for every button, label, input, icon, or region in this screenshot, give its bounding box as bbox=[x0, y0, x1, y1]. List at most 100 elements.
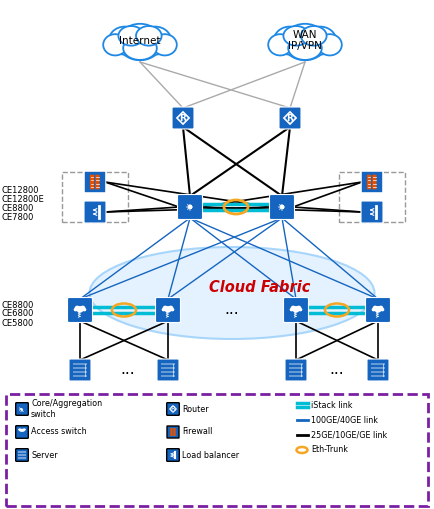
Ellipse shape bbox=[171, 308, 174, 312]
Ellipse shape bbox=[165, 308, 171, 313]
Text: CE6800: CE6800 bbox=[2, 309, 34, 319]
Ellipse shape bbox=[304, 26, 336, 54]
Ellipse shape bbox=[74, 308, 78, 312]
Text: Load balancer: Load balancer bbox=[182, 450, 239, 460]
FancyBboxPatch shape bbox=[289, 363, 303, 365]
Ellipse shape bbox=[372, 308, 375, 312]
Ellipse shape bbox=[103, 34, 127, 55]
FancyBboxPatch shape bbox=[167, 403, 179, 415]
Ellipse shape bbox=[268, 34, 292, 55]
FancyBboxPatch shape bbox=[157, 359, 179, 381]
FancyBboxPatch shape bbox=[18, 454, 26, 456]
FancyBboxPatch shape bbox=[68, 297, 92, 323]
Ellipse shape bbox=[168, 305, 173, 310]
Ellipse shape bbox=[288, 37, 322, 60]
Ellipse shape bbox=[163, 305, 168, 310]
Ellipse shape bbox=[274, 26, 306, 54]
FancyBboxPatch shape bbox=[270, 194, 295, 219]
Ellipse shape bbox=[75, 305, 80, 310]
FancyBboxPatch shape bbox=[95, 175, 99, 189]
FancyBboxPatch shape bbox=[161, 363, 175, 365]
FancyBboxPatch shape bbox=[279, 107, 301, 129]
Ellipse shape bbox=[291, 305, 296, 310]
FancyBboxPatch shape bbox=[371, 363, 385, 365]
FancyBboxPatch shape bbox=[73, 366, 87, 370]
Ellipse shape bbox=[378, 305, 383, 310]
FancyBboxPatch shape bbox=[367, 359, 389, 381]
FancyBboxPatch shape bbox=[371, 375, 385, 377]
Text: CE8800: CE8800 bbox=[2, 300, 34, 309]
FancyBboxPatch shape bbox=[173, 428, 176, 436]
Ellipse shape bbox=[293, 308, 299, 313]
Ellipse shape bbox=[289, 308, 294, 312]
Ellipse shape bbox=[296, 305, 301, 310]
Ellipse shape bbox=[109, 26, 141, 54]
FancyBboxPatch shape bbox=[172, 107, 194, 129]
FancyBboxPatch shape bbox=[16, 449, 28, 461]
FancyBboxPatch shape bbox=[18, 451, 26, 453]
Text: Router: Router bbox=[182, 405, 209, 413]
FancyBboxPatch shape bbox=[161, 366, 175, 370]
Ellipse shape bbox=[123, 37, 157, 60]
Text: CE12800E: CE12800E bbox=[2, 194, 45, 204]
Ellipse shape bbox=[153, 34, 177, 55]
Ellipse shape bbox=[23, 429, 26, 431]
FancyBboxPatch shape bbox=[170, 428, 173, 436]
Ellipse shape bbox=[89, 247, 375, 339]
Ellipse shape bbox=[375, 308, 381, 313]
FancyBboxPatch shape bbox=[371, 366, 385, 370]
Ellipse shape bbox=[164, 306, 172, 312]
Text: WAN
IP/VPN: WAN IP/VPN bbox=[288, 30, 322, 51]
Text: Server: Server bbox=[31, 450, 58, 460]
FancyBboxPatch shape bbox=[289, 371, 303, 373]
Text: R: R bbox=[180, 114, 187, 123]
Ellipse shape bbox=[80, 305, 85, 310]
Text: CE8800: CE8800 bbox=[2, 204, 34, 212]
Ellipse shape bbox=[318, 34, 342, 55]
FancyBboxPatch shape bbox=[18, 457, 26, 459]
Ellipse shape bbox=[380, 308, 385, 312]
FancyBboxPatch shape bbox=[84, 171, 106, 193]
FancyBboxPatch shape bbox=[361, 171, 383, 193]
Ellipse shape bbox=[118, 24, 162, 60]
FancyBboxPatch shape bbox=[367, 175, 371, 189]
Ellipse shape bbox=[283, 24, 327, 60]
Text: Firewall: Firewall bbox=[182, 428, 212, 437]
Text: CE7800: CE7800 bbox=[2, 212, 34, 221]
FancyBboxPatch shape bbox=[361, 201, 383, 223]
Ellipse shape bbox=[18, 429, 21, 431]
Ellipse shape bbox=[82, 308, 86, 312]
Text: iStack link: iStack link bbox=[311, 401, 352, 410]
FancyBboxPatch shape bbox=[155, 297, 181, 323]
Text: R: R bbox=[171, 406, 175, 412]
Ellipse shape bbox=[161, 308, 166, 312]
FancyBboxPatch shape bbox=[73, 363, 87, 365]
Ellipse shape bbox=[139, 26, 171, 54]
Text: 25GE/10GE/GE link: 25GE/10GE/GE link bbox=[311, 431, 387, 439]
FancyBboxPatch shape bbox=[161, 375, 175, 377]
Ellipse shape bbox=[19, 429, 25, 432]
FancyBboxPatch shape bbox=[178, 194, 203, 219]
Text: CE12800: CE12800 bbox=[2, 185, 39, 194]
Text: Access switch: Access switch bbox=[31, 428, 87, 437]
FancyBboxPatch shape bbox=[167, 426, 179, 438]
Text: Cloud Fabric: Cloud Fabric bbox=[209, 280, 311, 296]
Ellipse shape bbox=[76, 306, 84, 312]
Text: Eth-Trunk: Eth-Trunk bbox=[311, 445, 348, 455]
FancyBboxPatch shape bbox=[73, 371, 87, 373]
Text: 100GE/40GE link: 100GE/40GE link bbox=[311, 415, 378, 425]
FancyBboxPatch shape bbox=[69, 359, 91, 381]
Ellipse shape bbox=[136, 26, 161, 46]
FancyBboxPatch shape bbox=[371, 371, 385, 373]
Text: CE5800: CE5800 bbox=[2, 319, 34, 327]
Ellipse shape bbox=[118, 26, 144, 46]
FancyBboxPatch shape bbox=[84, 201, 106, 223]
Text: Core/Aggregation
switch: Core/Aggregation switch bbox=[31, 399, 102, 419]
FancyBboxPatch shape bbox=[16, 426, 28, 438]
FancyBboxPatch shape bbox=[73, 375, 87, 377]
FancyBboxPatch shape bbox=[289, 375, 303, 377]
Text: ...: ... bbox=[330, 362, 344, 378]
Ellipse shape bbox=[77, 308, 83, 313]
FancyBboxPatch shape bbox=[16, 403, 28, 415]
Ellipse shape bbox=[299, 308, 302, 312]
